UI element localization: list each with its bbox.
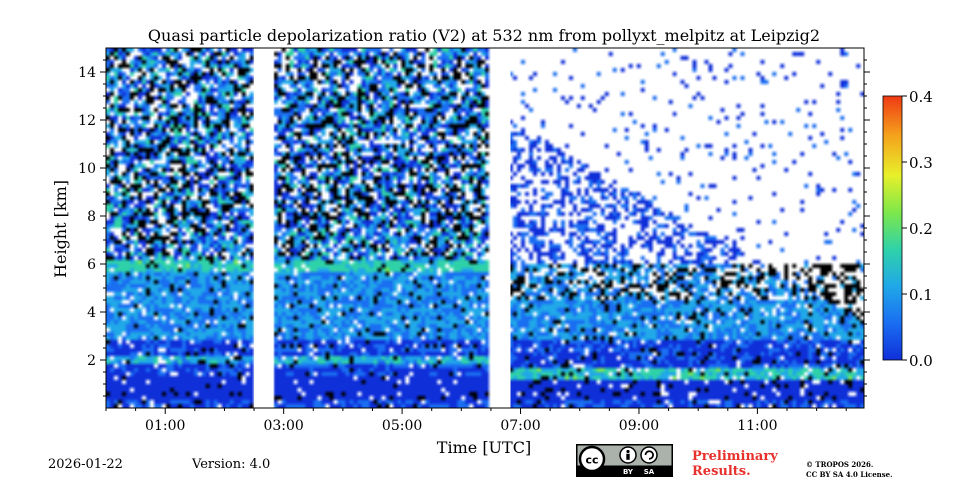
cc-logo-icon [578,445,606,473]
attribution-icon-body [626,453,630,460]
share-alike-arrow [644,450,654,460]
y-axis: 2 4 6 8 10 12 14 [78,59,870,397]
x-axis: 01:00 03:00 05:00 07:00 09:00 11:00 [105,408,847,434]
data-gap-2 [490,48,511,408]
plot-area [105,47,865,409]
preliminary-results-note: Preliminary Results. [692,449,778,479]
by-label: BY [623,468,634,476]
date-label: 2026-01-22 [48,457,123,472]
colorbar: 0.0 0.1 0.2 0.3 0.4 [882,88,933,370]
cc-license-badge: cc BY SA [576,444,673,477]
y-tick-label: 8 [87,209,96,225]
colorbar-tick-label: 0.4 [909,88,933,106]
data-gap-1 [254,48,274,408]
copyright-note: © TROPOS 2026. CC BY SA 4.0 License. [806,460,893,480]
colorbar-tick-label: 0.2 [909,220,933,238]
heatmap-image [106,48,864,408]
y-tick-label: 2 [87,353,96,369]
sa-label: SA [644,468,655,476]
x-tick-label: 05:00 [382,418,422,434]
chart-title: Quasi particle depolarization ratio (V2)… [148,26,820,45]
cc-logo-text: cc [585,454,598,467]
x-axis-label: Time [UTC] [437,438,531,457]
x-tick-label: 09:00 [619,418,659,434]
colorbar-tick-label: 0.1 [909,286,933,304]
copyright-line-2: CC BY SA 4.0 License. [806,470,893,479]
share-alike-icon [640,446,658,464]
copyright-line-1: © TROPOS 2026. [806,460,874,469]
y-tick-label: 10 [78,161,96,177]
colorbar-tick-label: 0.0 [909,352,933,370]
preliminary-line-2: Results. [692,464,751,479]
y-axis-label: Height [km] [51,180,70,278]
x-tick-label: 11:00 [737,418,777,434]
x-tick-label: 07:00 [500,418,540,434]
colorbar-tick-label: 0.3 [909,154,933,172]
y-tick-label: 4 [87,305,96,321]
x-tick-label: 03:00 [263,418,303,434]
y-tick-label: 14 [78,65,96,81]
attribution-icon-head [626,449,630,454]
data-gaps [254,48,511,408]
y-tick-label: 12 [78,113,96,129]
colorbar-ticks: 0.0 0.1 0.2 0.3 0.4 [902,88,933,370]
version-label: Version: 4.0 [192,457,271,472]
preliminary-line-1: Preliminary [692,449,778,464]
heatmap-cells [106,48,864,408]
y-tick-label: 6 [87,257,96,273]
colorbar-gradient [882,95,903,361]
x-tick-label: 01:00 [145,418,185,434]
